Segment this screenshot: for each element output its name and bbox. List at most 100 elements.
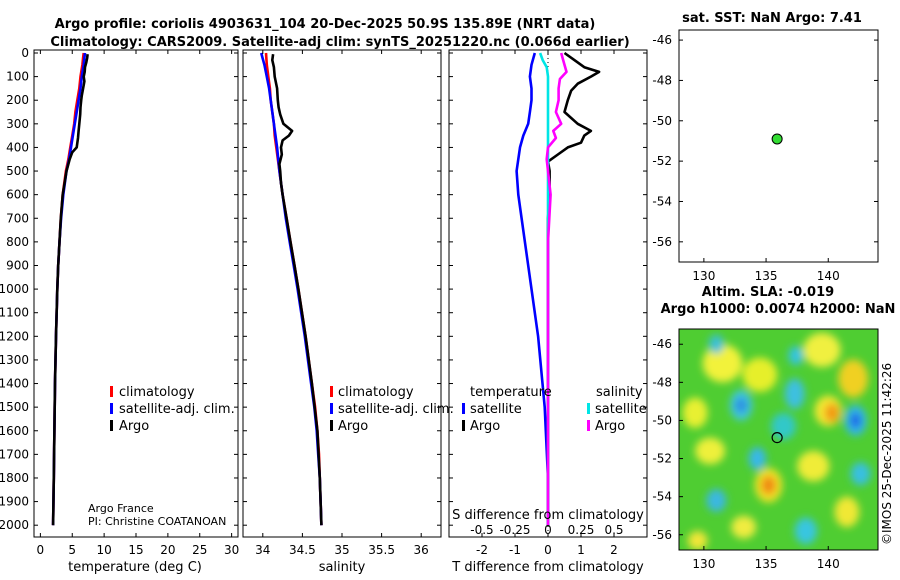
legend-swatch-s-satellite [587,403,590,414]
x-tick-label: 34.5 [289,543,316,557]
legend-label-satellite: satellite-adj. clim. [119,402,235,417]
s-diff-tick-label: 0.5 [604,523,623,537]
x-tick-label: 30 [224,543,239,557]
sla-anomaly-blob [748,447,767,470]
x-tick-label: 2 [610,543,618,557]
legend-swatch-climatology [110,386,113,397]
sst-y-tick-label: -50 [652,114,672,128]
series-line-argo [270,54,323,526]
argo-position-marker [771,431,783,444]
depth-tick-label: 1000 [0,282,29,296]
sla-anomaly-blob [771,412,796,440]
sla-x-tick-label: 140 [817,557,840,571]
figure-title-line1: Argo profile: coriolis 4903631_104 20-De… [55,17,596,32]
sla-anomaly-blob [834,496,860,528]
x-tick-label: 0 [37,543,45,557]
series-line-argo_s [545,52,568,526]
sla-anomaly-blob [788,346,804,366]
legend-label-argo: Argo [338,419,368,434]
figure-title-line2: Climatology: CARS2009. Satellite-adj cli… [50,35,629,50]
legend-label-climatology: climatology [119,385,195,400]
legend-swatch-s-argo [587,420,590,431]
sla-anomaly-blob [682,397,708,429]
t-difference-axis-label: T difference from climatology [451,560,644,575]
credit-line2: PI: Christine COATANOAN [88,515,226,528]
legend-label-s-satellite: satellite [595,402,647,417]
salinity-legend: climatology satellite-adj. clim. Argo [330,385,454,434]
x-tick-label: 5 [68,543,76,557]
depth-tick-label: 1300 [0,353,29,367]
x-tick-label: 35.5 [368,543,395,557]
depth-tick-label: 1900 [0,495,29,509]
sla-anomaly-blob [784,378,805,410]
sla-anomaly-blob [824,403,840,423]
legend-header-salinity: salinity [596,385,643,400]
sla-anomaly-blob [794,517,818,545]
difference-legend: temperature salinity satellite Argo sate… [462,385,647,434]
sla-anomaly-blob [695,437,726,465]
s-diff-tick-label: -0.5 [470,523,493,537]
legend-swatch-argo [330,420,333,431]
sla-anomaly-blob [687,530,708,550]
sla-anomaly-blob [734,397,748,413]
sla-anomaly-blob [731,515,757,539]
sla-anomaly-blob [850,412,861,429]
depth-tick-label: 1700 [0,447,29,461]
depth-tick-label: 0 [21,46,29,60]
sla-anomaly-blob [761,475,777,495]
depth-tick-label: 1400 [0,377,29,391]
sla-anomaly-blob [702,344,743,383]
depth-tick-label: 900 [6,258,29,272]
depth-tick-label: 1100 [0,306,29,320]
sla-panel-title-line1: Altim. SLA: -0.019 [702,285,834,300]
x-tick-label: 15 [128,543,143,557]
sla-y-tick-label: -52 [652,452,672,466]
depth-tick-label: 700 [6,211,29,225]
series-line-satellite [515,52,550,526]
temperature-axes [33,49,239,538]
legend-swatch-t-satellite [462,403,465,414]
x-tick-label: -2 [476,543,488,557]
x-tick-label: 36 [414,543,429,557]
sla-y-tick-label: -46 [652,337,672,351]
imos-timestamp: ©IMOS 25-Dec-2025 11:42:26 [880,363,894,545]
x-tick-label: 0 [544,543,552,557]
depth-tick-label: 800 [6,235,29,249]
legend-swatch-argo [110,420,113,431]
legend-swatch-t-argo [462,420,465,431]
sla-anomaly-blob [797,450,830,482]
x-tick-label: 10 [96,543,111,557]
legend-header-temperature: temperature [470,385,552,400]
s-diff-tick-label: -0.25 [499,523,530,537]
sla-x-tick-label: 130 [692,557,715,571]
sla-y-tick-label: -56 [652,528,672,542]
sla-panel-title-line2: Argo h1000: 0.0074 h2000: NaN [661,302,896,317]
depth-tick-label: 400 [6,140,29,154]
sst-axes [678,29,879,263]
sst-panel-title: sat. SST: NaN Argo: 7.41 [682,11,862,26]
sla-anomaly-blob [838,359,869,398]
sst-x-tick-label: 140 [817,269,840,283]
series-line-argo [51,54,89,526]
depth-tick-label: 2000 [0,518,29,532]
sst-x-tick-label: 135 [755,269,778,283]
depth-tick-label: 1200 [0,329,29,343]
argo-position-marker [771,133,783,145]
legend-swatch-climatology [330,386,333,397]
sla-anomaly-blob [708,334,724,354]
legend-label-satellite: satellite-adj. clim. [338,402,454,417]
x-tick-label: -1 [509,543,521,557]
depth-tick-label: 500 [6,164,29,178]
sla-anomaly-blob [706,489,727,512]
sst-y-tick-label: -56 [652,235,672,249]
temperature-axis-label: temperature (deg C) [68,560,202,575]
temperature-legend: climatology satellite-adj. clim. Argo [110,385,235,434]
sla-axes [678,328,879,551]
sla-x-tick-label: 135 [755,557,778,571]
depth-tick-label: 1500 [0,400,29,414]
sst-y-tick-label: -52 [652,154,672,168]
x-tick-label: 35 [334,543,349,557]
legend-label-t-argo: Argo [470,419,500,434]
depth-tick-label: 100 [6,70,29,84]
